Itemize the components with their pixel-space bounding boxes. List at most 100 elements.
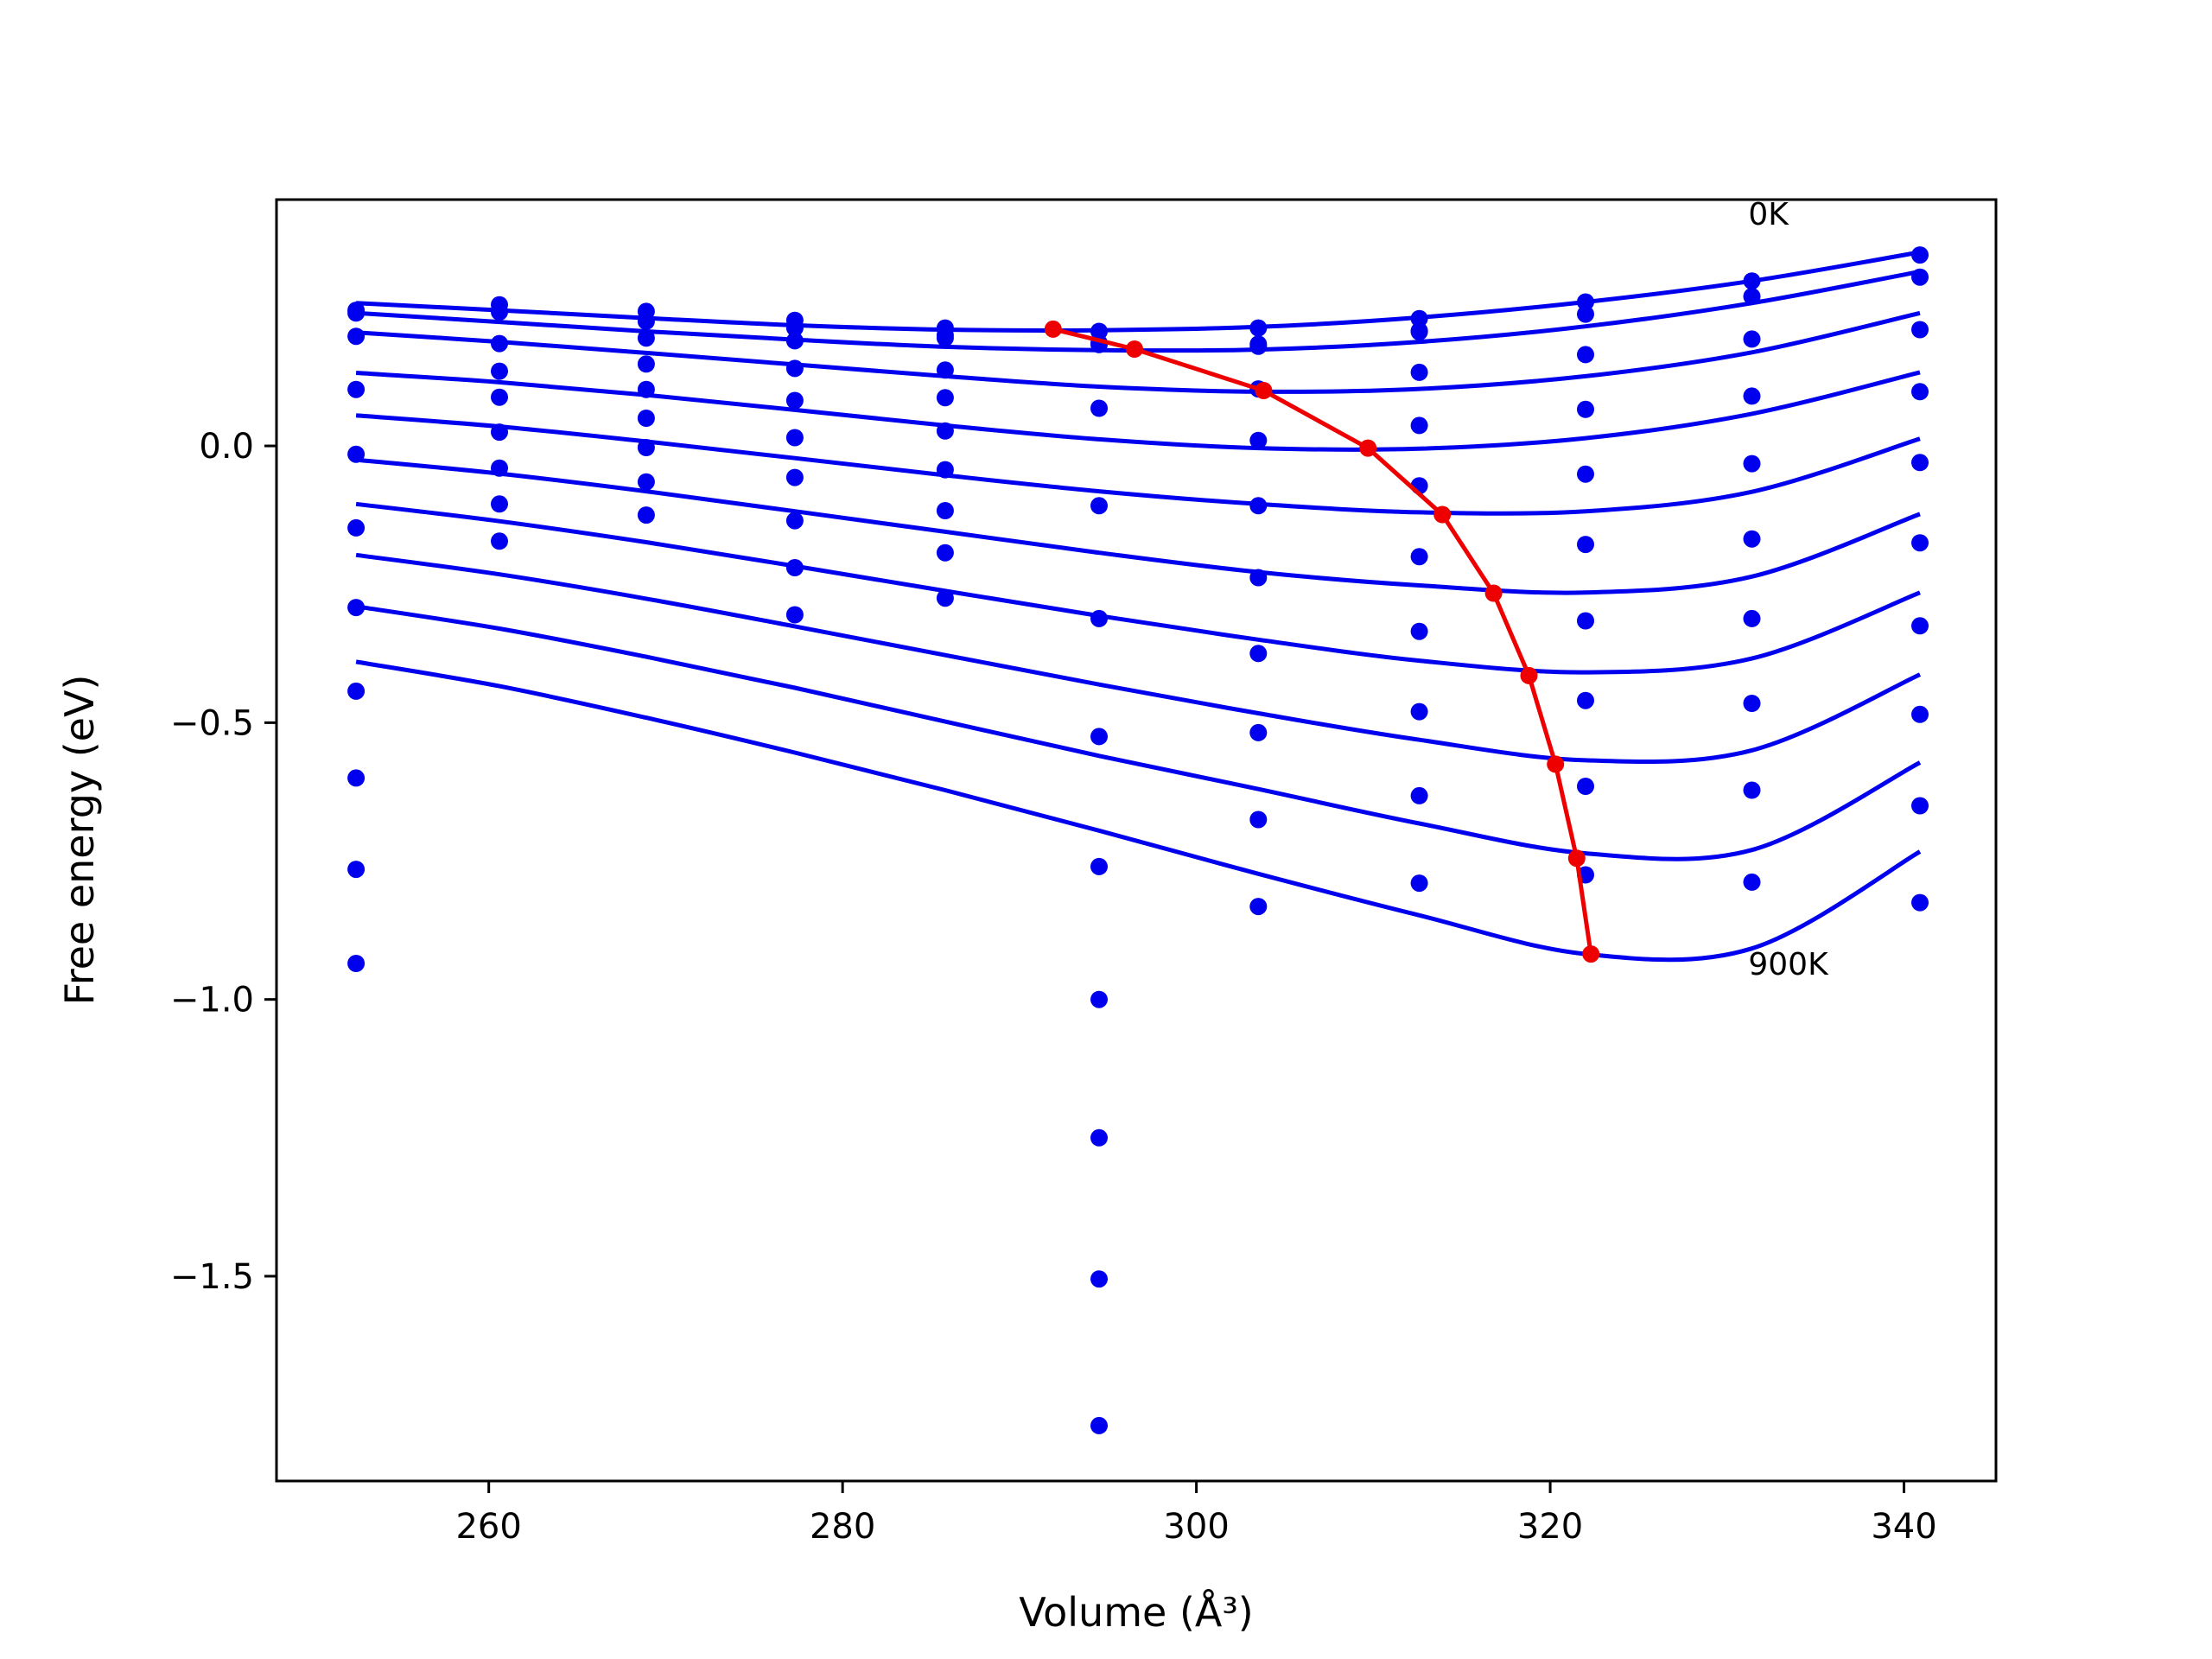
data-point: [1577, 400, 1594, 418]
data-point: [1577, 778, 1594, 795]
data-point: [1249, 645, 1268, 663]
data-point: [1410, 309, 1428, 327]
data-point: [637, 410, 655, 427]
fit-curve-4: [355, 413, 1921, 516]
data-point: [785, 606, 804, 624]
data-point: [1911, 617, 1929, 635]
data-point: [1577, 305, 1594, 323]
minimum-point: [1484, 584, 1503, 602]
x-tick-label: 300: [1163, 1507, 1229, 1547]
data-point: [347, 682, 365, 700]
data-point: [1911, 246, 1929, 264]
data-point: [1577, 293, 1594, 311]
data-point: [1743, 272, 1761, 290]
data-point: [785, 332, 804, 350]
data-point: [1090, 857, 1108, 875]
data-point: [491, 423, 508, 442]
data-point: [347, 445, 365, 463]
minimum-point: [1044, 320, 1062, 338]
data-point: [785, 559, 804, 576]
y-tick-label: −1.0: [170, 981, 254, 1020]
data-point: [1743, 387, 1761, 405]
data-point: [347, 327, 365, 346]
data-point: [1577, 346, 1594, 364]
data-point: [347, 380, 365, 398]
data-point: [491, 303, 508, 321]
data-point: [936, 589, 954, 607]
data-point: [1911, 268, 1929, 286]
data-point: [1090, 1416, 1108, 1434]
data-point: [1090, 609, 1108, 627]
data-point: [1911, 454, 1929, 472]
fit-curve-3: [355, 370, 1921, 452]
data-point: [1249, 898, 1268, 916]
x-tick-label: 340: [1871, 1507, 1936, 1547]
data-point: [936, 361, 954, 379]
data-point: [1249, 431, 1268, 449]
data-point: [785, 468, 804, 486]
data-point: [1090, 728, 1108, 746]
data-point: [1577, 691, 1594, 709]
data-point: [347, 955, 365, 972]
data-point: [1090, 990, 1108, 1008]
data-point: [936, 329, 954, 347]
data-point: [637, 312, 655, 330]
data-point: [1090, 497, 1108, 515]
data-point: [1410, 622, 1428, 640]
data-point: [1577, 536, 1594, 554]
fit-curve-8: [355, 604, 1922, 861]
data-point: [1410, 416, 1428, 435]
x-tick-label: 260: [455, 1507, 521, 1547]
minimum-point: [1582, 945, 1600, 963]
data-point: [1911, 383, 1929, 401]
data-point: [347, 518, 365, 537]
minimum-point: [1547, 755, 1565, 773]
data-point: [1577, 612, 1594, 630]
data-point: [1410, 363, 1428, 381]
minimum-point: [1433, 505, 1452, 524]
data-point: [785, 429, 804, 447]
y-axis: 0.0 −0.5 −1.0 −1.5: [170, 427, 276, 1297]
data-point: [1743, 873, 1761, 891]
data-point: [347, 304, 365, 322]
data-point: [1410, 548, 1428, 566]
data-point: [785, 512, 804, 530]
curve-annotation: 0K: [1748, 197, 1789, 232]
x-axis: 260 280 300 320 340: [455, 1481, 1937, 1547]
data-point: [1743, 695, 1761, 712]
minimum-point: [1359, 439, 1377, 457]
minima-curve: [1044, 320, 1600, 963]
data-point: [1911, 534, 1929, 552]
data-point: [1410, 874, 1428, 893]
data-point: [1249, 569, 1268, 587]
x-tick-label: 320: [1517, 1507, 1583, 1547]
data-point: [936, 461, 954, 479]
data-point: [491, 495, 508, 513]
fit-curve-7: [355, 552, 1922, 765]
data-point: [491, 532, 508, 550]
x-tick-label: 280: [810, 1507, 875, 1547]
data-points: [347, 246, 1929, 1434]
data-point: [1743, 330, 1761, 348]
data-point: [1249, 319, 1268, 337]
y-axis-label: Free energy (eV): [56, 675, 103, 1006]
data-point: [1743, 781, 1761, 799]
y-tick-label: −1.5: [170, 1257, 254, 1297]
data-point: [936, 543, 954, 562]
data-point: [1911, 797, 1929, 815]
data-point: [1743, 609, 1761, 627]
data-point: [936, 502, 954, 519]
minima-line: [1052, 327, 1593, 955]
data-point: [1090, 1128, 1108, 1147]
data-point: [347, 769, 365, 787]
data-point: [1911, 893, 1929, 912]
data-point: [347, 599, 365, 617]
data-point: [637, 439, 655, 456]
fit-curves: [355, 250, 1922, 963]
data-point: [785, 359, 804, 378]
minimum-point: [1255, 382, 1273, 399]
data-point: [1743, 454, 1761, 473]
data-point: [1249, 723, 1268, 741]
data-point: [1249, 810, 1268, 829]
data-point: [347, 861, 365, 879]
